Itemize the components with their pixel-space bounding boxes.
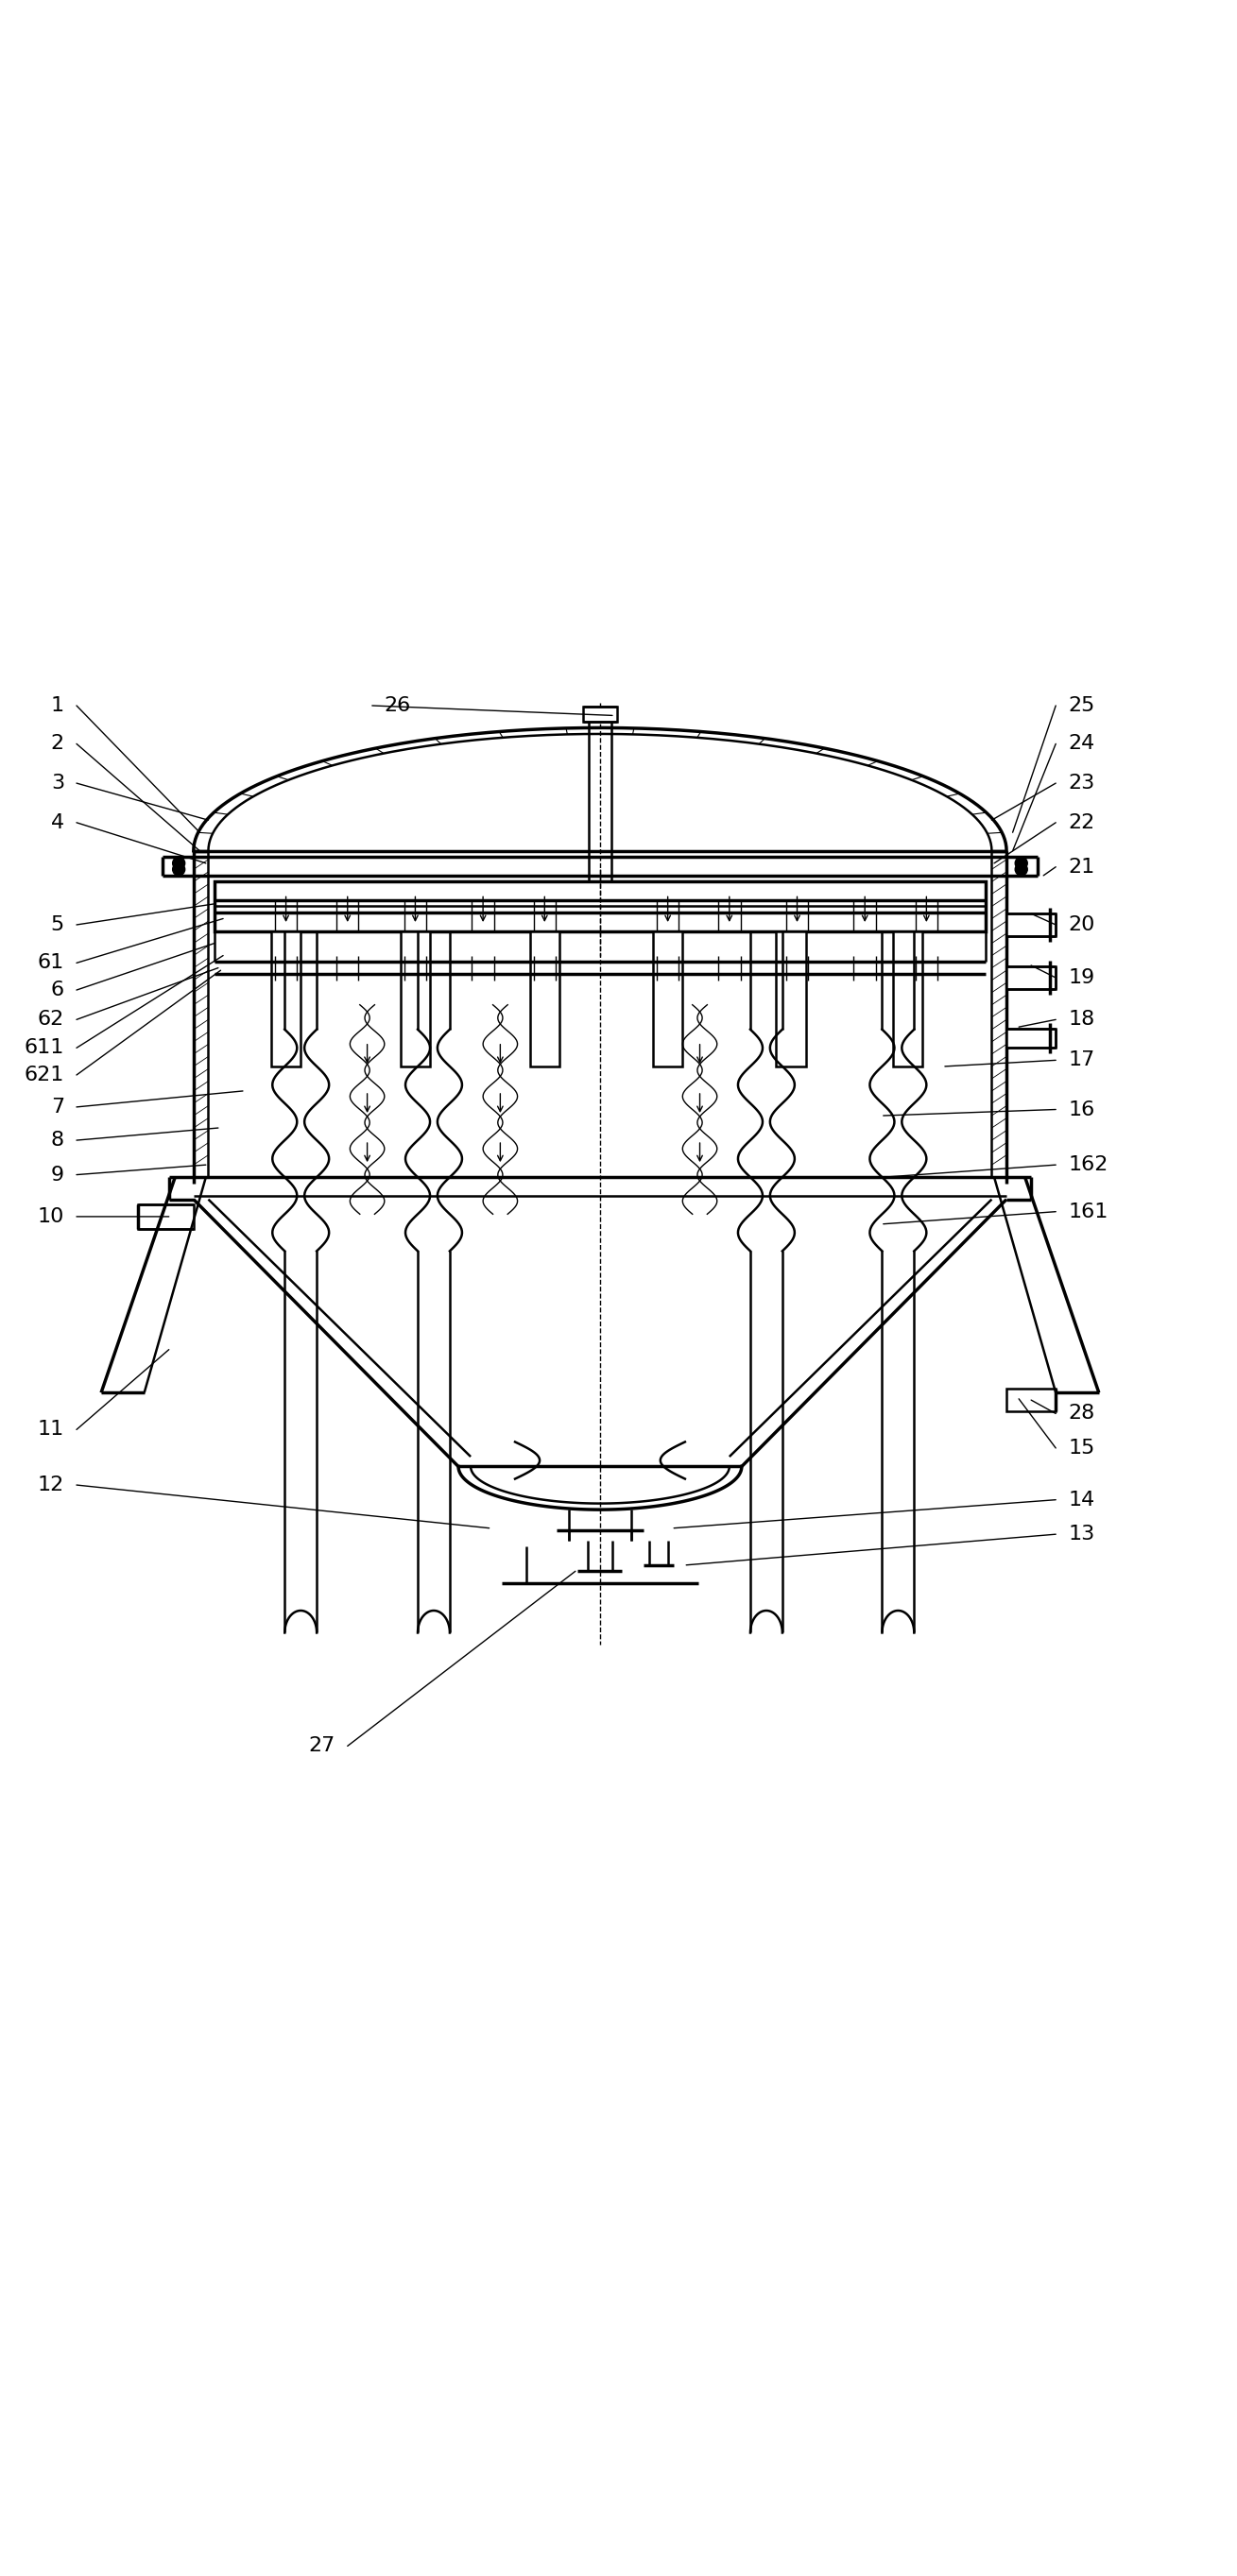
Text: 17: 17 bbox=[1068, 1051, 1095, 1069]
Bar bbox=[1007, 1028, 1055, 1048]
Text: 162: 162 bbox=[1068, 1157, 1108, 1175]
Text: 28: 28 bbox=[1068, 1404, 1095, 1422]
Text: 9: 9 bbox=[51, 1164, 64, 1185]
Bar bbox=[529, 930, 559, 1066]
Text: 27: 27 bbox=[308, 1736, 335, 1754]
Text: 25: 25 bbox=[1068, 696, 1095, 716]
Text: 8: 8 bbox=[51, 1131, 64, 1149]
Bar bbox=[653, 930, 683, 1066]
Bar bbox=[214, 881, 986, 930]
Text: 26: 26 bbox=[385, 696, 411, 716]
Bar bbox=[139, 1203, 193, 1229]
Text: 15: 15 bbox=[1068, 1437, 1095, 1458]
Text: 14: 14 bbox=[1068, 1492, 1095, 1510]
Text: 6: 6 bbox=[51, 981, 64, 999]
Circle shape bbox=[173, 858, 184, 868]
Bar bbox=[271, 930, 301, 1066]
Circle shape bbox=[1016, 863, 1028, 876]
Circle shape bbox=[173, 863, 184, 876]
Text: 19: 19 bbox=[1068, 969, 1095, 987]
Bar bbox=[776, 930, 805, 1066]
Text: 611: 611 bbox=[25, 1038, 64, 1056]
Text: 1: 1 bbox=[51, 696, 64, 716]
Text: 22: 22 bbox=[1068, 814, 1095, 832]
Text: 16: 16 bbox=[1068, 1100, 1095, 1118]
Text: 62: 62 bbox=[37, 1010, 64, 1028]
Bar bbox=[1007, 1388, 1055, 1412]
Text: 20: 20 bbox=[1068, 914, 1095, 935]
Text: 10: 10 bbox=[37, 1208, 64, 1226]
Text: 2: 2 bbox=[51, 734, 64, 752]
Text: 13: 13 bbox=[1068, 1525, 1095, 1543]
Bar bbox=[1007, 914, 1055, 935]
Text: 3: 3 bbox=[51, 773, 64, 793]
Text: 11: 11 bbox=[37, 1419, 64, 1440]
Text: 24: 24 bbox=[1068, 734, 1095, 752]
Text: 21: 21 bbox=[1068, 858, 1095, 876]
Text: 161: 161 bbox=[1068, 1203, 1108, 1221]
Text: 61: 61 bbox=[37, 953, 64, 971]
Text: 4: 4 bbox=[51, 814, 64, 832]
Circle shape bbox=[1016, 858, 1028, 868]
Text: 7: 7 bbox=[51, 1097, 64, 1115]
Text: 23: 23 bbox=[1068, 773, 1095, 793]
Text: 12: 12 bbox=[37, 1476, 64, 1494]
Text: 18: 18 bbox=[1068, 1010, 1095, 1028]
Bar bbox=[1007, 966, 1055, 989]
Text: 5: 5 bbox=[51, 914, 64, 935]
Bar bbox=[893, 930, 923, 1066]
Text: 621: 621 bbox=[25, 1066, 64, 1084]
Bar bbox=[401, 930, 430, 1066]
Bar bbox=[583, 706, 617, 721]
